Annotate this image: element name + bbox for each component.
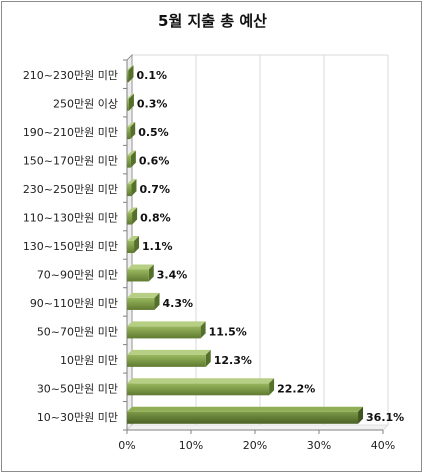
- bar: [127, 127, 131, 140]
- data-label: 11.5%: [209, 325, 247, 338]
- category-label: 50~70만원 미만: [37, 325, 118, 338]
- bar: [127, 411, 359, 424]
- bar-side: [130, 122, 136, 140]
- bar: [127, 70, 129, 83]
- bar-top: [127, 378, 275, 384]
- data-label: 0.7%: [139, 183, 170, 196]
- data-label: 0.6%: [139, 155, 170, 168]
- category-label: 250만원 이상: [53, 98, 118, 111]
- category-label: 210~230만원 미만: [23, 69, 118, 82]
- bar-side: [269, 378, 275, 396]
- bar-top: [127, 122, 136, 128]
- bar-side: [130, 150, 136, 168]
- x-tick-label: 30%: [307, 439, 331, 452]
- bar-top: [127, 150, 136, 156]
- data-label: 0.3%: [137, 98, 168, 111]
- x-axis-floor: [126, 424, 389, 431]
- bar: [127, 326, 201, 339]
- bar: [127, 212, 133, 225]
- data-label: 36.1%: [366, 411, 404, 424]
- bar-top: [127, 406, 364, 412]
- bar: [127, 297, 155, 310]
- bar-side: [200, 321, 206, 339]
- data-label: 22.2%: [277, 382, 315, 395]
- category-label: 190~210만원 미만: [23, 126, 118, 139]
- bar: [127, 354, 206, 367]
- chart-title: 5월 지출 총 예산: [158, 12, 267, 30]
- category-label: 130~150만원 미만: [23, 240, 118, 253]
- bar-side: [132, 207, 138, 225]
- category-label: 10~30만원 미만: [37, 411, 118, 424]
- bar: [127, 155, 131, 168]
- bar-top: [127, 93, 134, 99]
- x-tick-label: 40%: [371, 439, 395, 452]
- category-label: 110~130만원 미만: [23, 212, 118, 225]
- bar-side: [128, 93, 134, 111]
- bar: [127, 184, 132, 197]
- bar-top: [127, 179, 137, 185]
- bar: [127, 269, 149, 282]
- bar-side: [205, 349, 211, 367]
- data-label: 3.4%: [157, 268, 188, 281]
- category-label: 70~90만원 미만: [37, 268, 118, 281]
- bar-side: [358, 406, 364, 424]
- data-label: 0.8%: [140, 212, 171, 225]
- bar-top: [127, 236, 140, 241]
- bar-top: [127, 321, 206, 327]
- data-label: 12.3%: [214, 354, 252, 367]
- data-label: 0.5%: [138, 126, 169, 139]
- bar-side: [148, 264, 154, 282]
- bar: [127, 98, 129, 111]
- bar: [127, 241, 135, 253]
- data-label: 0.1%: [137, 69, 168, 82]
- data-label: 4.3%: [163, 297, 194, 310]
- data-label: 1.1%: [142, 240, 173, 253]
- category-label: 150~170만원 미만: [23, 155, 118, 168]
- bar: [127, 383, 270, 396]
- bar-top: [127, 65, 134, 71]
- x-tick-label: 10%: [179, 439, 203, 452]
- bar-top: [127, 264, 154, 270]
- bar-top: [127, 207, 138, 213]
- bar-side: [131, 179, 137, 197]
- bar-side: [154, 292, 160, 310]
- bar-side: [134, 236, 140, 253]
- category-label: 230~250만원 미만: [23, 183, 118, 196]
- bar-top: [127, 292, 160, 298]
- x-tick-label: 20%: [243, 439, 267, 452]
- bar-side: [128, 65, 134, 83]
- bar-top: [127, 349, 211, 355]
- category-label: 90~110만원 미만: [30, 297, 118, 310]
- category-label: 30~50만원 미만: [37, 382, 118, 395]
- category-label: 10만원 미만: [60, 354, 118, 367]
- x-tick-label: 0%: [118, 439, 135, 452]
